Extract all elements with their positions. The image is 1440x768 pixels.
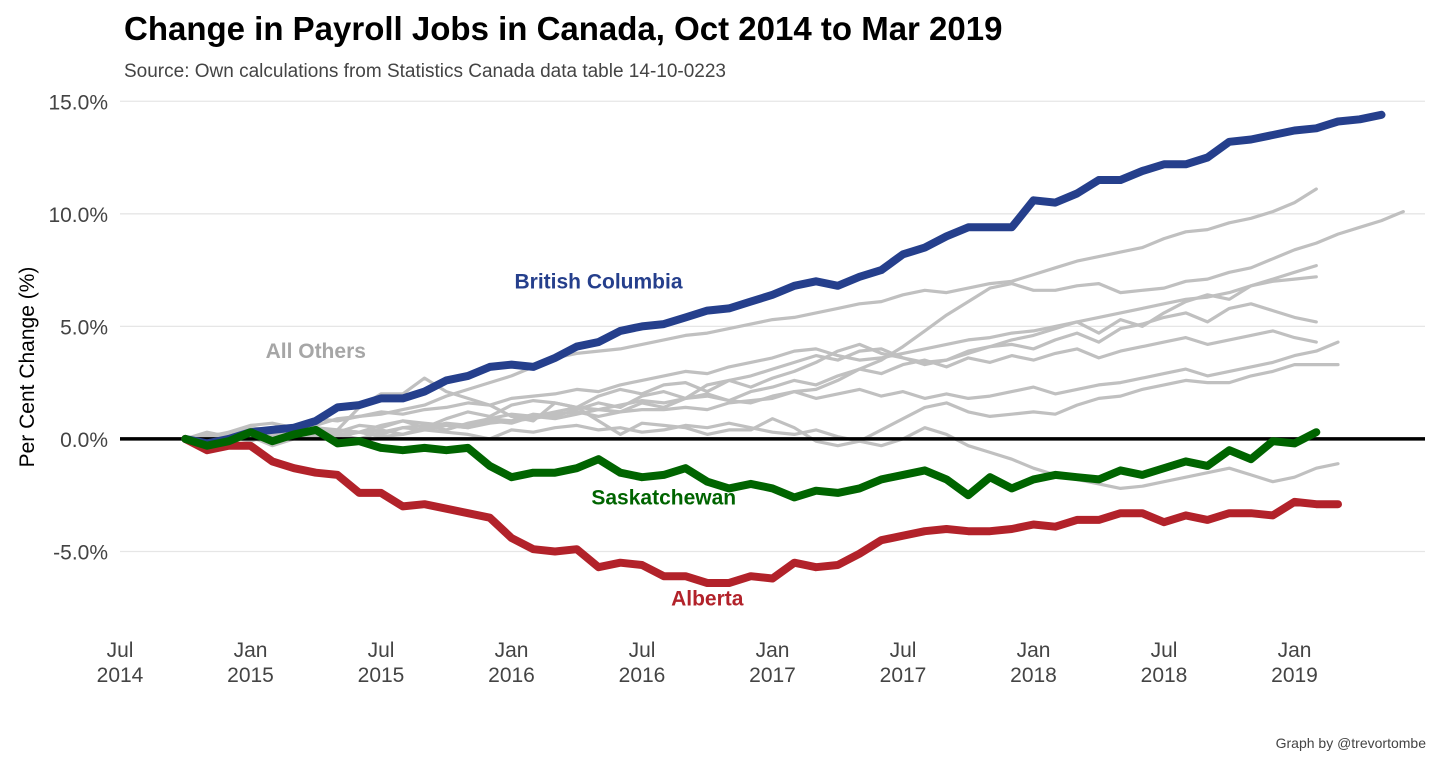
x-tick-year: 2017 [749, 664, 796, 687]
y-tick-label: 5.0% [60, 316, 108, 339]
x-tick-month: Jan [756, 639, 790, 662]
y-axis-ticks: -5.0% 0.0% 5.0% 10.0% 15.0% [48, 91, 108, 564]
x-tick-year: 2019 [1271, 664, 1318, 687]
x-tick-year: 2016 [619, 664, 666, 687]
alberta-label: Alberta [671, 588, 744, 611]
other-provinces-lines [183, 187, 1405, 490]
x-tick-month: Jul [629, 639, 656, 662]
x-tick-year: 2014 [97, 664, 144, 687]
other-province-line [183, 340, 1340, 441]
x-tick-label: Jul 2015 [358, 639, 405, 687]
x-tick-label: Jan 2018 [1010, 639, 1057, 687]
british-columbia-label: British Columbia [514, 270, 682, 293]
x-tick-month: Jul [890, 639, 917, 662]
x-tick-label: Jul 2017 [880, 639, 927, 687]
x-tick-label: Jul 2018 [1141, 639, 1188, 687]
saskatchewan-label: Saskatchewan [591, 486, 736, 509]
x-tick-month: Jul [1151, 639, 1178, 662]
x-tick-year: 2018 [1141, 664, 1188, 687]
x-tick-month: Jul [107, 639, 134, 662]
x-tick-month: Jan [1278, 639, 1312, 662]
x-tick-month: Jul [368, 639, 395, 662]
x-tick-month: Jan [234, 639, 268, 662]
y-tick-label: 10.0% [48, 204, 108, 227]
other-province-line [183, 264, 1318, 441]
x-tick-label: Jul 2016 [619, 639, 666, 687]
highlighted-province-lines [181, 110, 1386, 587]
x-tick-month: Jan [495, 639, 529, 662]
x-tick-year: 2015 [358, 664, 405, 687]
chart-subtitle: Source: Own calculations from Statistics… [124, 61, 726, 82]
y-tick-label: 0.0% [60, 429, 108, 452]
x-tick-year: 2017 [880, 664, 927, 687]
chart-caption: Graph by @trevortombe [1275, 735, 1426, 751]
x-tick-month: Jan [1017, 639, 1051, 662]
x-tick-label: Jan 2019 [1271, 639, 1318, 687]
british-columbia-line [181, 110, 1386, 448]
other-province-line [183, 302, 1318, 448]
all-others-label: All Others [266, 340, 366, 363]
x-tick-year: 2018 [1010, 664, 1057, 687]
x-tick-label: Jan 2017 [749, 639, 796, 687]
y-axis-title: Per Cent Change (%) [16, 267, 39, 468]
x-tick-label: Jan 2015 [227, 639, 274, 687]
y-tick-label: -5.0% [53, 541, 108, 564]
grid-lines [120, 100, 1425, 553]
x-tick-year: 2016 [488, 664, 535, 687]
chart-title: Change in Payroll Jobs in Canada, Oct 20… [124, 10, 1003, 47]
alberta-line [181, 434, 1342, 587]
other-province-line [183, 421, 1340, 490]
y-tick-label: 15.0% [48, 91, 108, 114]
x-tick-label: Jul 2014 [97, 639, 144, 687]
x-tick-label: Jan 2016 [488, 639, 535, 687]
saskatchewan-line [181, 425, 1321, 502]
annotations: British Columbia All Others Saskatchewan Al… [266, 270, 744, 610]
x-tick-year: 2015 [227, 664, 274, 687]
